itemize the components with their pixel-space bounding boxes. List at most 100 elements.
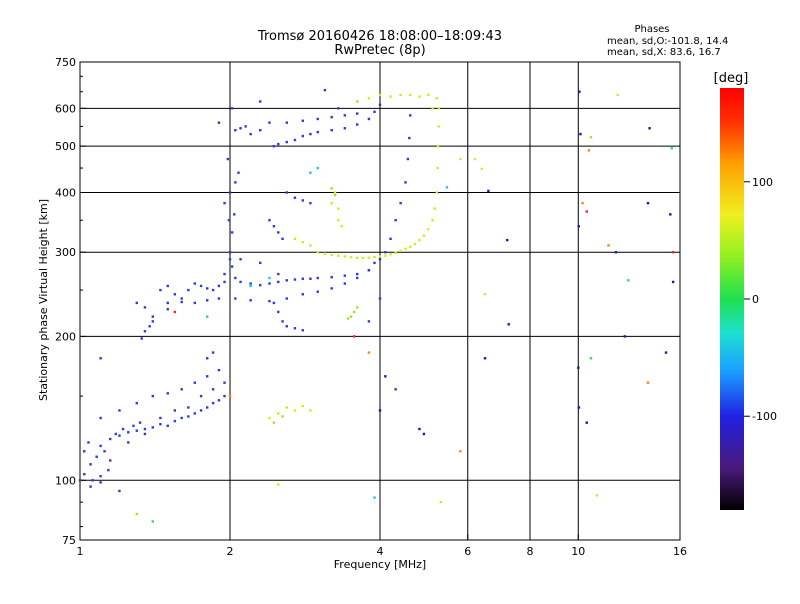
data-point <box>349 255 353 259</box>
data-point <box>83 450 86 453</box>
data-point <box>151 520 155 523</box>
data-point <box>309 244 312 247</box>
x-tick-label: 4 <box>377 545 384 558</box>
data-point <box>373 110 376 114</box>
data-point <box>166 392 169 395</box>
data-point <box>309 201 312 205</box>
data-point <box>589 357 593 360</box>
data-point <box>173 419 177 423</box>
data-point <box>648 127 651 130</box>
data-point <box>343 127 347 130</box>
data-point <box>89 463 92 466</box>
data-point <box>378 409 382 412</box>
colorbar-tick-label: 0 <box>752 293 759 306</box>
data-point <box>237 171 240 174</box>
data-point <box>277 310 280 314</box>
data-point <box>577 366 580 369</box>
data-point <box>337 254 340 257</box>
data-point <box>285 297 288 300</box>
data-point <box>234 181 237 184</box>
data-point <box>378 255 382 258</box>
data-point <box>627 279 630 282</box>
data-point <box>373 255 376 259</box>
data-point <box>323 252 327 255</box>
data-point <box>378 103 382 107</box>
stats-line1: mean, sd,O:-101.8, 14.4 <box>607 36 728 47</box>
data-point <box>437 125 441 128</box>
data-point <box>109 437 112 441</box>
data-point <box>217 297 221 300</box>
data-point <box>373 261 376 265</box>
data-point <box>151 394 155 398</box>
data-point <box>316 166 319 170</box>
data-point <box>99 416 102 420</box>
data-point <box>301 240 305 244</box>
data-point <box>140 337 143 340</box>
data-point <box>333 191 337 194</box>
data-point <box>346 317 350 320</box>
data-point <box>234 297 237 300</box>
data-point <box>118 434 121 437</box>
data-point <box>95 455 98 458</box>
data-point <box>159 416 162 420</box>
data-point <box>166 284 169 288</box>
data-point <box>399 93 402 97</box>
data-point <box>114 432 118 436</box>
data-point <box>277 483 280 486</box>
data-point <box>418 427 421 431</box>
data-point <box>217 284 221 288</box>
data-point <box>367 269 371 272</box>
data-point <box>180 297 183 300</box>
data-point <box>483 357 487 360</box>
data-point <box>293 278 297 281</box>
data-point <box>384 254 387 257</box>
y-axis-label: Stationary phase Virtual Height [km] <box>37 199 50 401</box>
data-point <box>277 280 280 284</box>
data-point <box>340 225 343 228</box>
data-point <box>413 242 417 246</box>
data-point <box>367 117 371 121</box>
x-tick-label: 6 <box>464 545 471 558</box>
data-point <box>166 424 169 428</box>
data-point <box>285 406 288 409</box>
data-point <box>409 114 412 117</box>
data-point <box>259 100 262 103</box>
data-point <box>293 409 297 412</box>
data-point <box>422 234 426 237</box>
data-point <box>285 140 288 144</box>
data-point <box>223 201 226 205</box>
data-point <box>343 282 347 285</box>
data-point <box>330 253 333 257</box>
data-point <box>118 409 121 412</box>
data-point <box>483 293 487 296</box>
data-point <box>408 136 411 140</box>
data-point <box>89 485 92 488</box>
data-point <box>230 265 234 268</box>
data-point <box>285 121 288 124</box>
data-point <box>151 320 155 323</box>
data-point <box>166 307 169 311</box>
x-tick-label: 10 <box>571 545 585 558</box>
data-point <box>285 325 288 328</box>
gridlines <box>80 62 680 540</box>
y-tick-label: 600 <box>55 102 76 115</box>
data-point <box>268 416 271 420</box>
data-point <box>343 114 347 117</box>
data-point <box>355 112 359 115</box>
data-point <box>118 489 121 493</box>
data-point <box>589 136 593 139</box>
data-point <box>301 277 305 280</box>
data-point <box>309 277 312 280</box>
data-point <box>301 293 305 296</box>
data-point <box>132 424 135 428</box>
data-point <box>268 276 271 280</box>
data-point <box>418 238 421 242</box>
data-point <box>223 272 226 276</box>
chart-title-line2: RwPretec (8p) <box>334 43 425 58</box>
data-point <box>217 399 221 402</box>
x-axis-ticks: 1 2 4 6 8 10 16 <box>77 534 687 558</box>
data-point <box>193 412 197 415</box>
data-point <box>205 299 209 302</box>
data-point <box>159 423 162 426</box>
